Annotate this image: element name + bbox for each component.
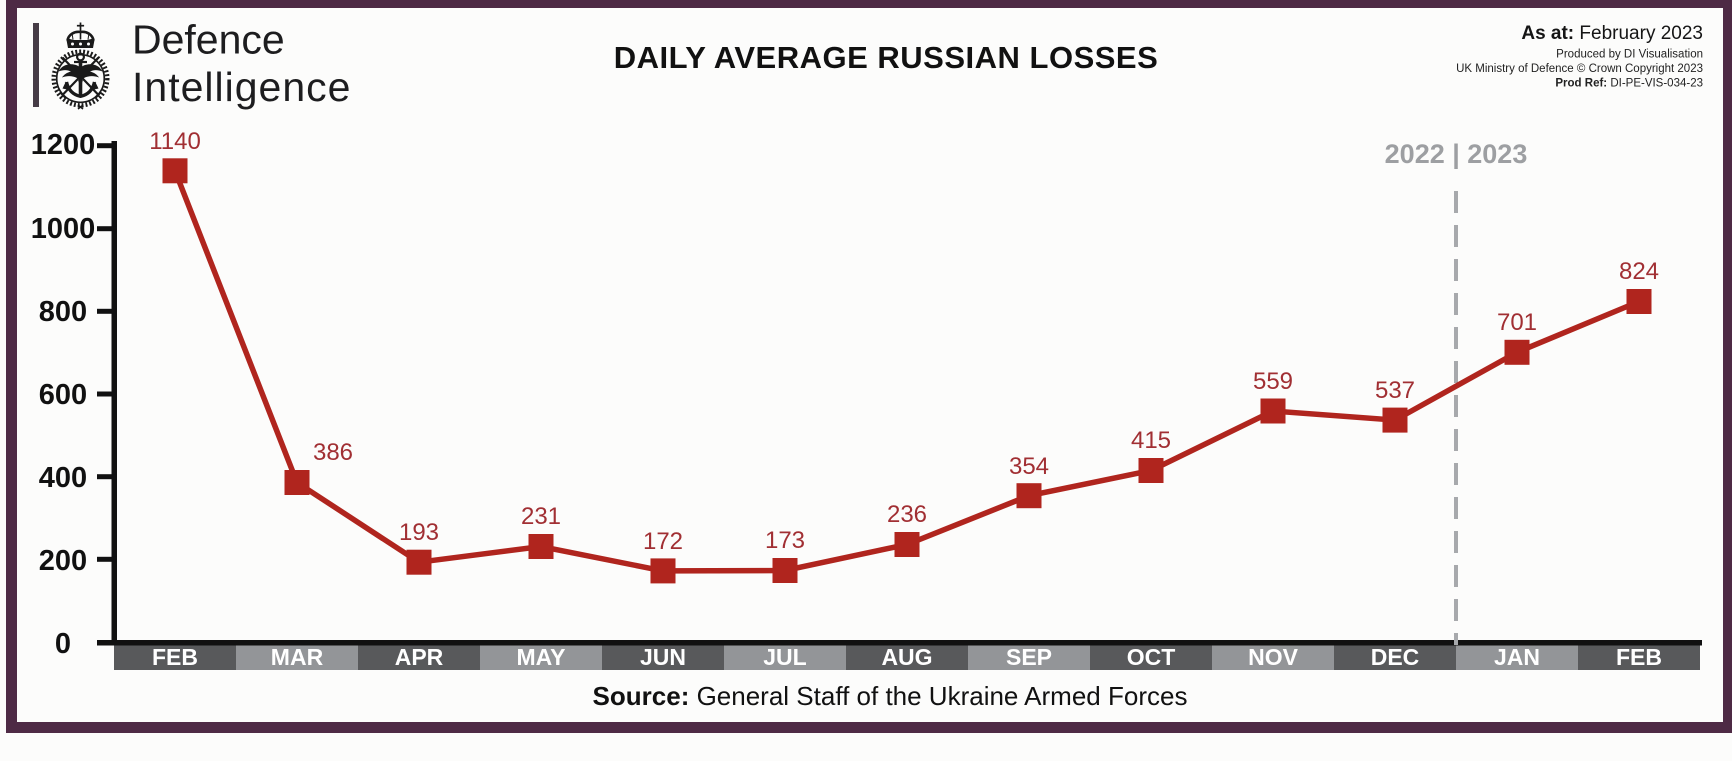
svg-text:231: 231 (521, 503, 561, 530)
svg-text:NOV: NOV (1248, 644, 1299, 670)
svg-text:As at: February 2023: As at: February 2023 (1521, 23, 1703, 44)
svg-text:DEC: DEC (1371, 644, 1420, 670)
svg-text:MAR: MAR (271, 644, 324, 670)
svg-text:354: 354 (1009, 453, 1049, 480)
svg-text:UK Ministry of Defence © Crown: UK Ministry of Defence © Crown Copyright… (1456, 63, 1703, 75)
svg-text:Defence: Defence (132, 17, 285, 63)
svg-text:Intelligence: Intelligence (132, 64, 351, 110)
svg-text:800: 800 (39, 296, 87, 328)
svg-text:1000: 1000 (31, 213, 96, 245)
svg-text:AUG: AUG (881, 644, 932, 670)
svg-text:APR: APR (395, 644, 444, 670)
svg-text:SEP: SEP (1006, 644, 1052, 670)
svg-text:JAN: JAN (1494, 644, 1540, 670)
svg-text:JUL: JUL (763, 644, 806, 670)
svg-text:600: 600 (39, 379, 87, 411)
svg-text:200: 200 (39, 545, 87, 577)
svg-text:236: 236 (887, 501, 927, 528)
svg-text:415: 415 (1131, 427, 1171, 454)
svg-text:1140: 1140 (149, 128, 201, 155)
svg-text:400: 400 (39, 462, 87, 494)
svg-text:0: 0 (55, 628, 71, 660)
svg-text:Source: General Staff of the U: Source: General Staff of the Ukraine Arm… (593, 681, 1188, 711)
svg-text:1200: 1200 (31, 129, 96, 161)
svg-text:JUN: JUN (640, 644, 686, 670)
svg-text:OCT: OCT (1127, 644, 1176, 670)
svg-text:537: 537 (1375, 377, 1415, 404)
svg-text:Prod Ref: DI-PE-VIS-034-23: Prod Ref: DI-PE-VIS-034-23 (1555, 78, 1703, 90)
svg-text:FEB: FEB (1616, 644, 1662, 670)
svg-text:Produced by DI Visualisation: Produced by DI Visualisation (1556, 49, 1703, 61)
svg-text:824: 824 (1619, 258, 1659, 285)
svg-text:559: 559 (1253, 368, 1293, 395)
svg-text:DAILY AVERAGE RUSSIAN LOSSES: DAILY AVERAGE RUSSIAN LOSSES (614, 40, 1159, 75)
svg-text:386: 386 (313, 439, 353, 466)
svg-text:701: 701 (1497, 309, 1537, 336)
svg-text:172: 172 (643, 528, 683, 555)
svg-text:FEB: FEB (152, 644, 198, 670)
svg-text:193: 193 (399, 519, 439, 546)
svg-text:2022 | 2023: 2022 | 2023 (1385, 139, 1528, 169)
svg-text:MAY: MAY (517, 644, 566, 670)
svg-text:173: 173 (765, 527, 805, 554)
